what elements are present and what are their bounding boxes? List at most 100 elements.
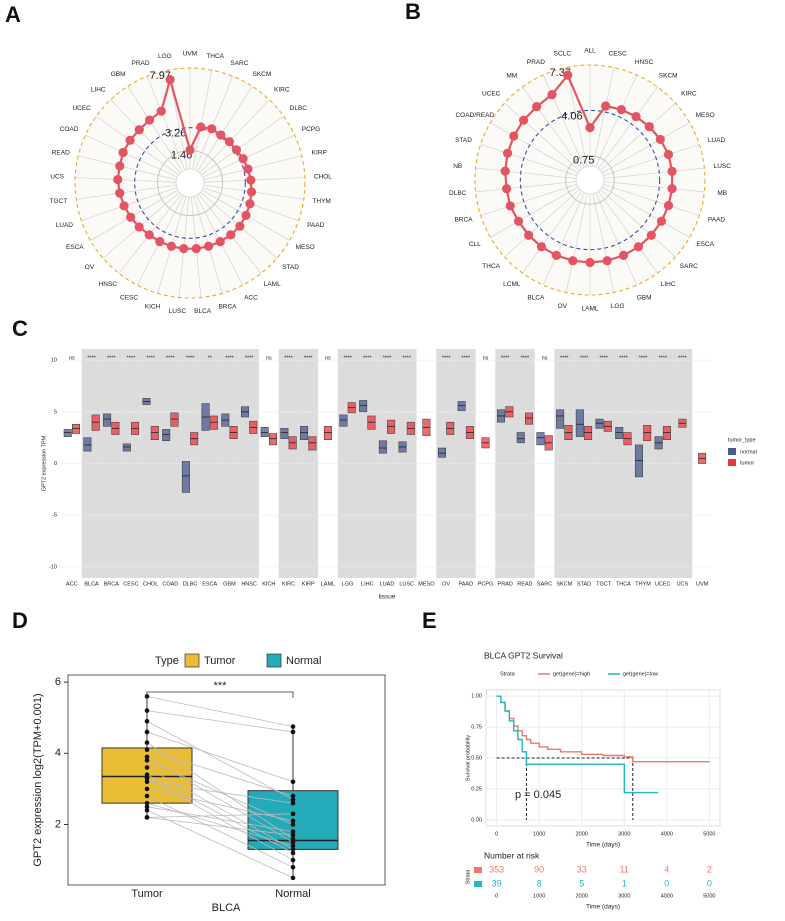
point <box>144 800 150 806</box>
box <box>556 409 565 429</box>
spoke <box>201 115 284 176</box>
risk-count: 0 <box>664 878 669 888</box>
significance-label: **** <box>462 355 471 361</box>
category-label: SARC <box>230 60 248 67</box>
category-label: UCEC <box>72 105 91 112</box>
pair-line <box>146 788 294 822</box>
ring-label: 4.06 <box>561 111 582 123</box>
radar-point <box>568 256 578 266</box>
x-tick-label: 0 <box>495 831 498 837</box>
x-tick-label: LGG <box>342 581 354 587</box>
point <box>144 775 150 781</box>
spoke <box>110 99 181 174</box>
category-label: LUSC <box>714 163 732 170</box>
radar-point <box>631 111 641 122</box>
legend-label: tumor <box>740 460 754 466</box>
panel-label: A <box>5 2 21 27</box>
x-tick-label: OV <box>442 581 450 587</box>
point <box>290 793 296 799</box>
significance-label: **** <box>127 355 136 361</box>
spoke <box>490 122 579 174</box>
pair-line <box>146 795 294 868</box>
category-label: DLBC <box>290 105 308 112</box>
box <box>103 413 112 427</box>
radar-point <box>118 147 128 158</box>
box <box>268 433 277 446</box>
pair-line <box>146 742 294 840</box>
x-tick-label: UCEC <box>655 581 671 587</box>
ring-label: 3.26 <box>165 127 186 139</box>
x-tick-label: SKCM <box>556 581 572 587</box>
box <box>300 426 309 440</box>
category-label: ESCA <box>696 241 714 248</box>
y-tick-label: 5 <box>54 409 57 415</box>
legend-title: tumor_type <box>728 437 756 443</box>
risk-count: 90 <box>534 864 544 874</box>
pair-line <box>146 802 294 847</box>
box <box>378 440 387 454</box>
category-label: GBM <box>637 295 652 302</box>
box <box>516 432 525 444</box>
radar-point <box>203 241 214 251</box>
spoke <box>146 76 186 171</box>
category-label: THCA <box>482 263 500 270</box>
category-label: PRAD <box>132 60 150 67</box>
box <box>634 444 643 478</box>
point <box>144 747 150 753</box>
significance-label: **** <box>245 355 254 361</box>
box <box>308 436 317 451</box>
category-label: TGCT <box>50 198 68 205</box>
pair-line <box>146 731 294 783</box>
radar-line <box>116 75 253 250</box>
category-label: SKCM <box>659 72 678 79</box>
spoke <box>480 144 577 177</box>
box <box>150 426 159 440</box>
spoke <box>199 99 270 174</box>
risk-y-label: Strata <box>465 869 471 885</box>
significance-label: **** <box>343 355 352 361</box>
radar-point <box>238 154 248 164</box>
category-label: SARC <box>680 263 698 270</box>
spoke <box>592 67 615 167</box>
x-tick-label: DLBC <box>183 581 198 587</box>
x-tick-label: LIHC <box>361 581 374 587</box>
legend-swatch <box>184 653 200 668</box>
pair-line <box>146 749 294 797</box>
pair-line <box>146 695 294 728</box>
radar-point <box>551 250 562 260</box>
legend-swatch <box>266 653 282 668</box>
y-tick-label: 10 <box>51 358 57 364</box>
significance-label: **** <box>501 355 510 361</box>
spoke <box>603 183 700 216</box>
radar-point <box>655 134 665 145</box>
point <box>290 847 296 852</box>
pair-line <box>146 806 294 833</box>
significance-label: ns <box>266 355 272 361</box>
category-label: CLL <box>469 241 481 248</box>
point <box>290 729 296 735</box>
x-tick-label: 3000 <box>618 831 630 837</box>
radar-point <box>505 201 515 211</box>
significance-label: **** <box>146 355 155 361</box>
risk-count: 4 <box>664 864 669 874</box>
risk-strata-swatch <box>474 881 482 887</box>
box <box>643 425 652 442</box>
radar-point <box>115 188 125 198</box>
category-label: COAD/READ <box>455 112 494 119</box>
radar-point <box>115 161 125 171</box>
significance-label: **** <box>107 355 116 361</box>
category-label: READ <box>52 149 70 156</box>
y-tick-label: 0.00 <box>471 817 482 823</box>
significance-label: ns <box>325 355 331 361</box>
radar-point <box>646 230 656 240</box>
radar-point <box>119 201 129 211</box>
ring <box>519 109 661 251</box>
radar-point <box>155 237 165 247</box>
point <box>144 804 150 809</box>
box <box>584 426 593 440</box>
pair-line <box>146 720 294 800</box>
radar-point <box>532 101 542 112</box>
box <box>122 443 131 452</box>
category-label: PAAD <box>307 222 325 229</box>
radar-point <box>179 244 189 254</box>
